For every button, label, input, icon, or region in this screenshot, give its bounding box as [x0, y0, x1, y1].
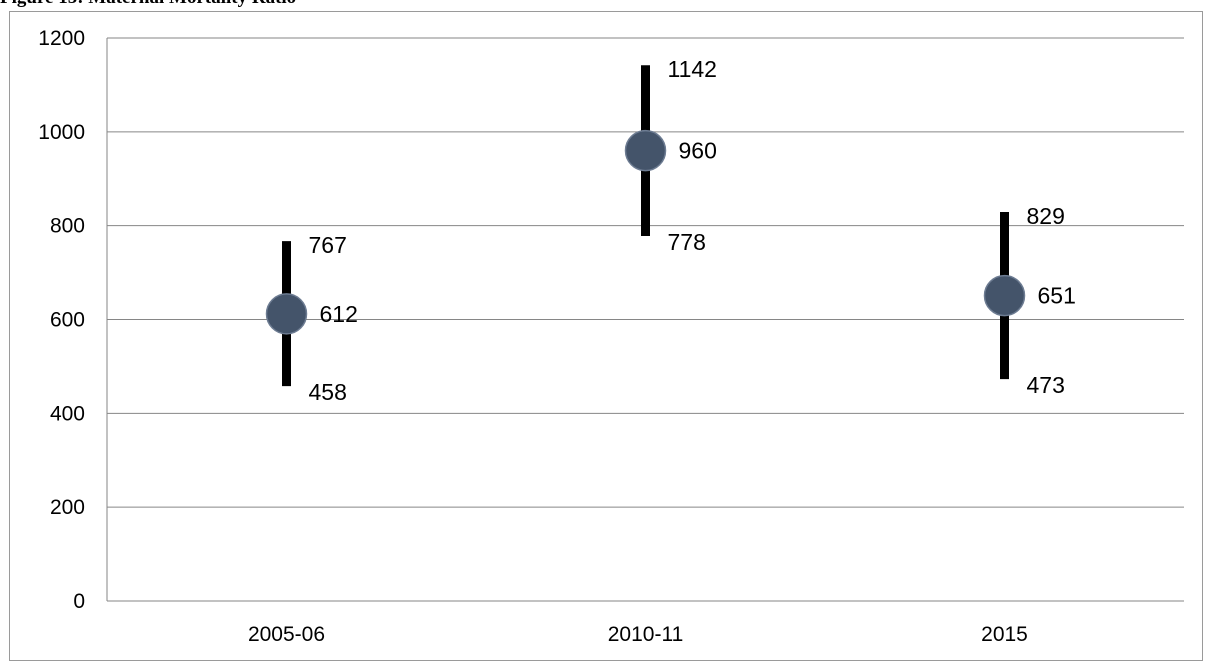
y-tick-label: 0: [73, 590, 85, 613]
data-labels: 767 612 458 1142 960 778 829 651 473: [309, 56, 1076, 405]
lower-value-label: 473: [1027, 372, 1065, 398]
upper-value-label: 829: [1027, 203, 1065, 229]
y-tick-label: 1200: [38, 27, 85, 50]
data-points: [265, 129, 1026, 335]
estimate-value-label: 960: [679, 138, 717, 164]
lower-value-label: 778: [668, 229, 706, 255]
estimate-value-label: 651: [1038, 283, 1076, 309]
y-tick-label: 1000: [38, 121, 85, 144]
x-tick-label: 2005-06: [248, 623, 325, 646]
y-tick-label: 400: [50, 402, 85, 425]
chart-frame: [9, 11, 1203, 661]
data-point: [624, 129, 667, 172]
upper-value-label: 767: [309, 232, 347, 258]
y-tick-label: 800: [50, 215, 85, 238]
estimate-value-label: 612: [320, 301, 358, 327]
x-tick-label: 2010-11: [608, 623, 684, 646]
x-tick-label: 2015: [981, 623, 1028, 646]
data-point: [983, 274, 1026, 317]
figure-title: Figure 15: Maternal Mortality Ratio: [0, 0, 296, 11]
y-axis-ticks: 0 200 400 600 800 1000 1200: [38, 27, 85, 613]
lower-value-label: 458: [309, 379, 347, 405]
data-point: [265, 293, 308, 335]
y-tick-label: 600: [50, 309, 85, 332]
upper-value-label: 1142: [668, 56, 717, 82]
y-tick-label: 200: [50, 496, 85, 519]
x-axis-ticks: 2005-06 2010-11 2015: [248, 623, 1028, 646]
